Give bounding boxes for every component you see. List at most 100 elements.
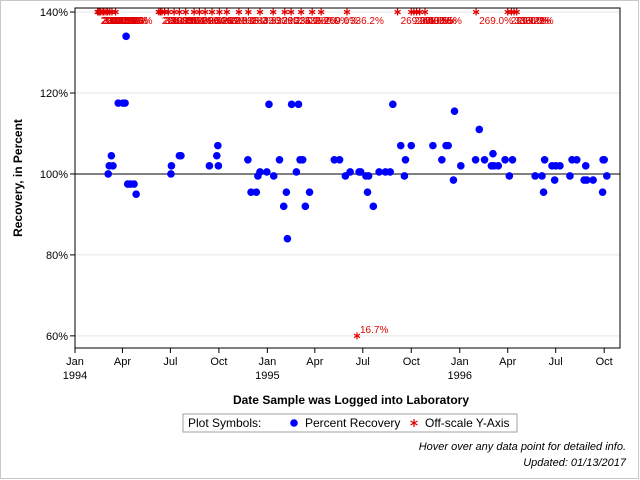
recovery-point [214, 162, 223, 170]
recovery-point [130, 180, 138, 188]
recovery-point [244, 155, 252, 164]
recovery-point [457, 162, 465, 170]
recovery-point [247, 188, 255, 196]
offscale-point [510, 8, 518, 16]
offscale-point [421, 8, 429, 16]
offscale-point [472, 8, 480, 16]
recovery-point [109, 162, 117, 170]
offscale-point [508, 8, 515, 16]
offscale-point [216, 8, 223, 16]
offscale-point [235, 8, 243, 16]
offscale-label: 336.2% [202, 16, 236, 27]
offscale-label: 336.2% [350, 16, 384, 27]
offscale-label: 269.0% [324, 16, 358, 27]
offscale-label: 336.2% [263, 16, 297, 27]
recovery-point [369, 202, 378, 211]
x-tick-label: Apr [499, 356, 516, 368]
recovery-points [104, 32, 611, 243]
recovery-point [539, 188, 548, 196]
offscale-point [201, 8, 209, 16]
recovery-point [121, 99, 129, 107]
recovery-point [375, 168, 383, 176]
offscale-label: 269.0% [315, 16, 349, 27]
offscale-label: 269.0% [517, 16, 551, 27]
offscale-point [112, 8, 119, 16]
recovery-point [269, 172, 278, 180]
offscale-label: 336.2% [514, 16, 548, 27]
recovery-point [449, 176, 458, 184]
offscale-point [407, 8, 415, 16]
offscale-label: 284.3% [163, 16, 197, 27]
recovery-point [438, 155, 446, 164]
recovery-point [212, 151, 221, 160]
recovery-point [589, 176, 597, 184]
recovery-point [301, 202, 310, 211]
x-tick-label: Oct [596, 356, 613, 368]
recovery-point [531, 172, 539, 180]
recovery-point [508, 155, 517, 164]
recovery-point [283, 234, 292, 243]
plot-area-frame [74, 7, 621, 349]
recovery-point [167, 170, 175, 178]
offscale-label: 336.2% [304, 16, 338, 27]
legend-box [182, 413, 518, 433]
recovery-point [538, 172, 546, 180]
x-tick-label: Jan [259, 356, 277, 368]
recovery-point [167, 162, 176, 170]
recovery-point [540, 155, 549, 164]
recovery-point [132, 190, 140, 198]
offscale-label: 336.2% [294, 16, 328, 27]
offscale-label: 269.0% [414, 16, 448, 27]
recovery-point [263, 168, 271, 176]
offscale-label: 336.2% [215, 16, 249, 27]
offscale-label: 269.0% [511, 16, 545, 27]
x-tick-label: Oct [210, 356, 227, 368]
legend-star-mark [410, 419, 418, 427]
x-tick-label: Jan [451, 356, 469, 368]
offscale-label: 284.3% [208, 16, 242, 27]
offscale-label: 284.3% [113, 16, 147, 27]
recovery-point [598, 188, 607, 196]
x-tick-year-label: 1996 [448, 370, 472, 382]
offscale-point [190, 8, 198, 16]
offscale-label: 201.0% [115, 16, 149, 27]
y-tick-label: 120% [40, 88, 68, 100]
x-tick-label: Jul [549, 356, 563, 368]
recovery-point [444, 141, 452, 150]
offscale-label: 336.2% [242, 16, 276, 27]
offscale-point [394, 8, 401, 16]
recovery-point [122, 32, 130, 41]
hover-footnote: Hover over any data point for detailed i… [419, 441, 626, 453]
legend: Plot Symbols: Percent Recovery Off-scale… [182, 413, 518, 433]
offscale-point [353, 332, 361, 340]
recovery-point [386, 168, 394, 176]
x-tick-year-label: 1995 [255, 370, 279, 382]
recovery-point [475, 125, 484, 134]
offscale-label: 269.0% [417, 16, 451, 27]
offscale-label: 336.2% [276, 16, 310, 27]
y-tick-label: 80% [46, 250, 68, 262]
recovery-point [330, 155, 339, 164]
offscale-label: 16.7% [360, 325, 388, 336]
offscale-point [158, 8, 166, 16]
offscale-label: 336.2% [103, 16, 137, 27]
recovery-point [603, 172, 611, 180]
recovery-point [363, 188, 372, 196]
recovery-point [287, 100, 296, 109]
offscale-label: 269.0% [401, 16, 435, 27]
offscale-point [281, 8, 289, 16]
recovery-point [471, 155, 480, 164]
offscale-label: 403.5% [428, 16, 462, 27]
offscale-label: 201.0% [189, 16, 223, 27]
offscale-point [410, 8, 418, 16]
recovery-point [252, 188, 261, 196]
legend-title: Plot Symbols: [188, 416, 261, 430]
recovery-point [356, 168, 365, 176]
offscale-label: 201.0% [288, 16, 322, 27]
x-tick-label: Jul [163, 356, 177, 368]
offscale-point [513, 8, 521, 16]
offscale-point [164, 8, 172, 16]
offscale-point [287, 8, 295, 16]
offscale-point [297, 8, 305, 16]
